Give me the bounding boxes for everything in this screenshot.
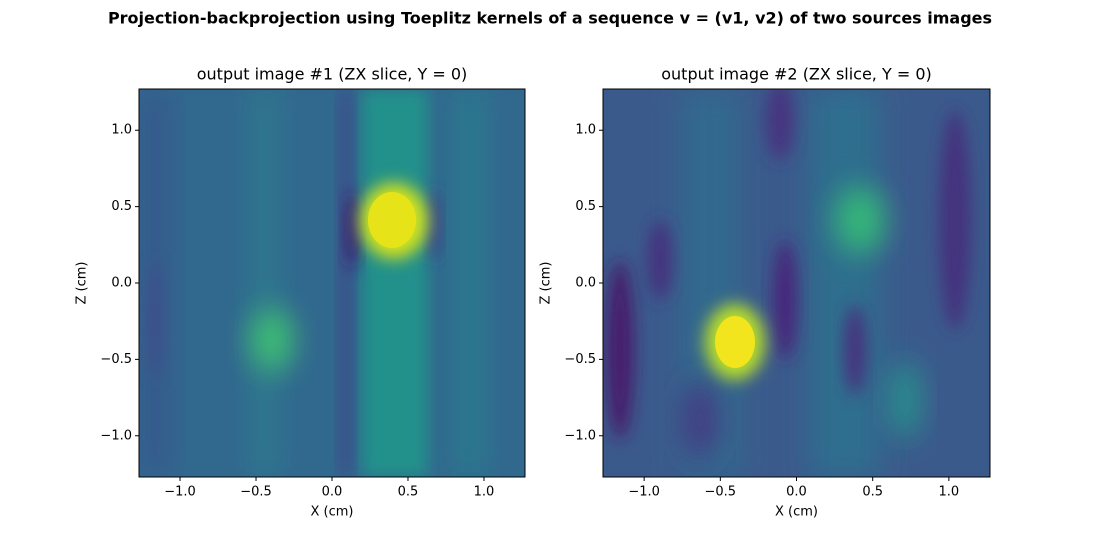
axes-title: output image #2 (ZX slice, Y = 0): [661, 65, 932, 84]
y-tick-label: 0.5: [111, 199, 132, 214]
heatmap-image: [603, 89, 990, 477]
axes-title: output image #1 (ZX slice, Y = 0): [197, 65, 468, 84]
y-tick-label: −0.5: [564, 352, 596, 367]
x-tick-label: 0.5: [862, 485, 883, 500]
y-axis-label: Z (cm): [75, 262, 90, 305]
y-axis-label: Z (cm): [539, 262, 554, 305]
y-tick-label: 1.0: [575, 123, 596, 138]
y-tick-label: −1.0: [100, 428, 132, 443]
x-tick-label: −1.0: [164, 485, 196, 500]
x-tick-label: −1.0: [628, 485, 660, 500]
x-axis-label: X (cm): [311, 505, 354, 520]
x-tick-label: 1.0: [939, 485, 960, 500]
heatmap-image: [139, 89, 525, 477]
y-tick-label: 0.0: [575, 276, 596, 291]
figure-title: Projection-backprojection using Toeplitz…: [108, 9, 992, 28]
x-tick-label: 0.0: [322, 485, 343, 500]
x-axis-label: X (cm): [775, 505, 818, 520]
y-tick-label: 0.0: [111, 276, 132, 291]
x-tick-label: −0.5: [705, 485, 737, 500]
y-tick-label: 0.5: [575, 199, 596, 214]
y-tick-label: −0.5: [100, 352, 132, 367]
x-tick-label: 0.5: [398, 485, 419, 500]
x-tick-label: −0.5: [240, 485, 272, 500]
y-tick-label: 1.0: [111, 123, 132, 138]
x-tick-label: 1.0: [474, 485, 495, 500]
x-tick-label: 0.0: [786, 485, 807, 500]
y-tick-label: −1.0: [564, 428, 596, 443]
